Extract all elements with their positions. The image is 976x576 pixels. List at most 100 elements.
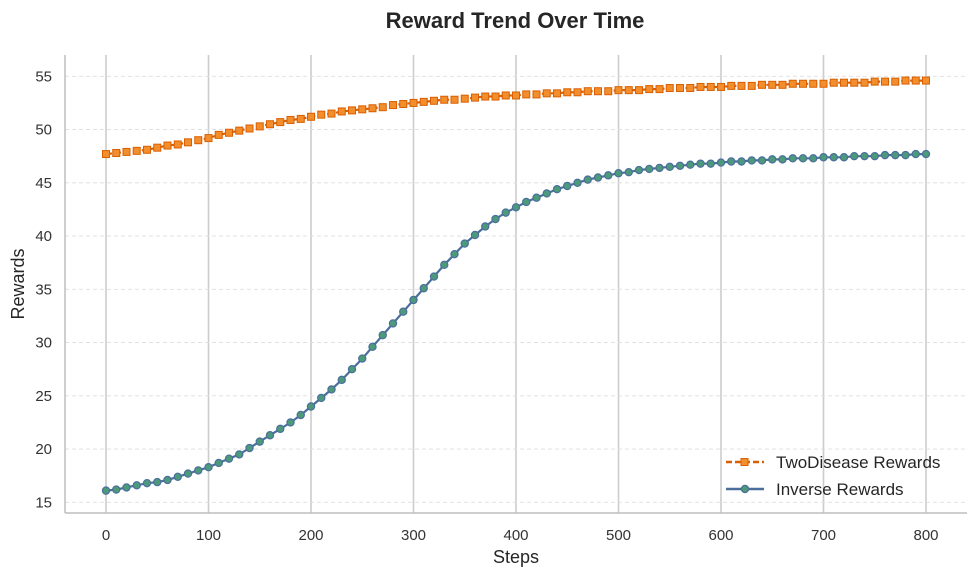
series-1-point-75 (870, 151, 879, 161)
series-1-point-48 (593, 173, 603, 182)
series-1-point-31 (419, 284, 428, 293)
series-0-point-27 (378, 103, 387, 112)
series-0-point-22 (327, 109, 336, 118)
series-1-point-29 (399, 307, 408, 316)
y-axis-label: Rewards (8, 248, 28, 319)
series-1-point-50 (614, 169, 623, 178)
series-0-point-0 (102, 150, 110, 159)
legend-marker-1 (740, 484, 750, 494)
x-tick-label-0: 0 (102, 527, 110, 544)
series-0-point-73 (850, 78, 859, 87)
x-axis-ticks: 0 100 200 300 400 500 600 700 800 (102, 527, 939, 544)
series-0-point-10 (204, 134, 213, 143)
series-0-point-48 (594, 87, 602, 96)
series-0-point-42 (532, 90, 541, 99)
series-1-point-13 (235, 450, 244, 459)
series-1-point-64 (757, 156, 767, 165)
series-1-point-73 (850, 151, 859, 161)
series-0-point-56 (676, 84, 684, 93)
series-1-point-17 (276, 424, 285, 434)
series-1-point-26 (368, 342, 377, 352)
series-1-point-79 (911, 149, 920, 159)
series-1-point-34 (450, 249, 459, 259)
series-1-point-12 (224, 454, 234, 463)
series-0-point-58 (696, 82, 705, 91)
series-1-point-37 (481, 222, 490, 231)
series-0-point-7 (173, 140, 182, 149)
series-1-point-44 (552, 185, 562, 194)
series-0-point-21 (317, 110, 326, 119)
series-1-point-24 (347, 365, 357, 374)
series-0-point-59 (706, 82, 715, 91)
series-0-point-23 (337, 107, 346, 116)
y-tick-label-8: 55 (35, 68, 52, 85)
x-tick-label-7: 700 (811, 527, 836, 544)
series-1-point-14 (245, 443, 254, 453)
series-0-point-20 (307, 112, 315, 121)
x-tick-label-1: 100 (196, 527, 221, 544)
series-1-point-51 (624, 167, 633, 177)
series-0-point-9 (194, 136, 203, 145)
series-0-point-75 (870, 77, 879, 86)
series-1-point-5 (153, 477, 162, 487)
series-1-point-70 (819, 153, 828, 162)
x-tick-label-5: 500 (606, 527, 631, 544)
series-0-point-1 (112, 148, 121, 157)
series-1-point-80 (921, 149, 931, 159)
series-0-point-66 (778, 80, 787, 89)
series-1-point-25 (358, 354, 367, 363)
series-0-point-5 (153, 143, 162, 152)
y-tick-label-3: 30 (35, 335, 52, 352)
y-tick-label-2: 25 (35, 388, 52, 405)
series-0-point-34 (450, 95, 459, 104)
x-tick-label-6: 600 (708, 527, 733, 544)
series-1-point-66 (778, 155, 787, 164)
series-1-point-72 (839, 153, 849, 162)
series-0-point-32 (430, 96, 438, 105)
series-1-point-22 (327, 385, 336, 394)
series-1-point-43 (542, 189, 551, 198)
series-1-point-32 (429, 272, 439, 281)
series-0-point-4 (143, 145, 151, 154)
series-0-point-19 (296, 114, 305, 123)
series-0-point-24 (348, 106, 356, 115)
series-1-point-28 (388, 319, 398, 328)
series-0-point-52 (635, 86, 643, 95)
series-0-point-30 (409, 98, 418, 107)
series-0-point-37 (481, 92, 490, 101)
series-0-point-62 (737, 81, 746, 90)
legend-entry-1: Inverse Rewards (726, 480, 904, 499)
series-0-point-67 (788, 79, 797, 88)
series-1-point-8 (183, 469, 193, 478)
series-1-point-67 (788, 154, 797, 163)
series-1-point-2 (122, 483, 131, 492)
series-1-point-57 (686, 160, 695, 169)
series-1-point-71 (829, 153, 838, 162)
series-1-point-45 (563, 181, 572, 191)
series-1-point-62 (737, 157, 746, 166)
series-0-point-35 (460, 94, 469, 103)
series-1-point-20 (306, 402, 316, 411)
series-0-point-63 (747, 81, 756, 90)
series-0-point-8 (184, 138, 192, 147)
series-1-point-36 (470, 230, 480, 240)
series-1-point-11 (214, 458, 223, 468)
series-0-point-49 (604, 87, 613, 96)
series-0-point-72 (840, 78, 848, 87)
series-1-point-56 (675, 161, 685, 170)
legend-marker-0 (740, 458, 749, 466)
series-1-point-9 (194, 466, 203, 475)
series-1-point-38 (491, 214, 500, 224)
series-0-point-6 (163, 141, 172, 150)
series-0-point-60 (717, 82, 725, 91)
series-0-point-80 (922, 76, 930, 85)
series-1-point-46 (573, 178, 582, 188)
series-1-point-4 (142, 478, 152, 488)
series-0-point-69 (809, 79, 818, 88)
series-1-point-53 (645, 164, 654, 174)
x-tick-label-8: 800 (913, 527, 938, 544)
series-0-point-2 (122, 147, 131, 156)
x-tick-label-3: 300 (401, 527, 426, 544)
series-1-point-63 (747, 156, 756, 165)
